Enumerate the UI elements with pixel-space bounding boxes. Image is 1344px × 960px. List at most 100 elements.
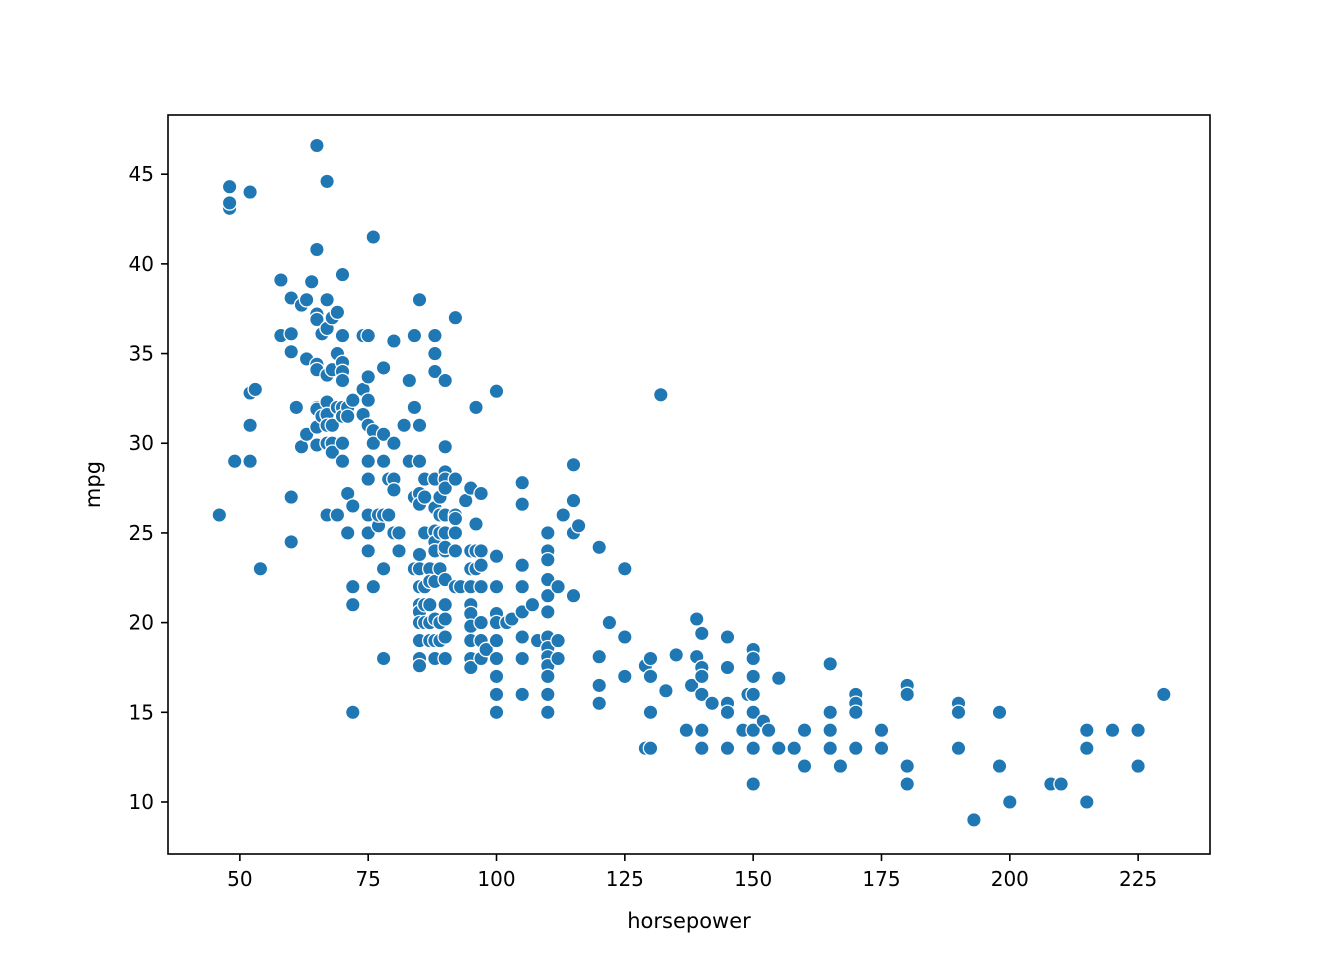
data-point xyxy=(514,474,531,491)
y-axis: 10 15 20 25 30 35 40 45 xyxy=(129,162,168,814)
data-point xyxy=(539,604,556,620)
data-point xyxy=(478,641,495,658)
data-point xyxy=(550,650,566,667)
data-point xyxy=(847,740,864,757)
data-point xyxy=(1130,758,1146,774)
data-point xyxy=(1155,686,1172,703)
data-point xyxy=(339,525,356,541)
data-point xyxy=(514,650,531,667)
data-point xyxy=(642,650,659,667)
data-point xyxy=(375,650,392,667)
data-point xyxy=(539,551,556,568)
data-point xyxy=(468,399,484,416)
data-point xyxy=(591,695,608,712)
data-point xyxy=(683,677,700,694)
data-point xyxy=(437,650,454,667)
data-point xyxy=(360,453,377,470)
data-point xyxy=(309,137,325,154)
data-point xyxy=(334,435,351,452)
data-point xyxy=(488,686,505,703)
data-point xyxy=(344,704,361,721)
y-tick-label: 45 xyxy=(129,162,154,186)
data-point xyxy=(678,722,695,739)
data-point xyxy=(832,758,849,774)
data-point xyxy=(462,659,479,676)
data-point xyxy=(473,614,489,631)
data-point xyxy=(760,722,777,739)
data-point xyxy=(950,740,967,757)
data-point xyxy=(406,399,423,416)
data-point xyxy=(447,510,464,527)
data-point xyxy=(283,489,300,505)
data-point xyxy=(873,722,890,739)
data-point xyxy=(319,173,335,190)
data-point xyxy=(411,291,428,308)
data-point xyxy=(391,525,407,541)
data-point xyxy=(745,740,762,757)
data-point xyxy=(344,498,361,514)
x-tick-label: 225 xyxy=(1119,867,1157,891)
data-point xyxy=(539,686,556,703)
data-point xyxy=(555,507,572,523)
data-point xyxy=(283,325,300,342)
data-point xyxy=(468,516,484,532)
data-point xyxy=(298,291,315,308)
data-point xyxy=(447,471,464,487)
y-tick-label: 20 xyxy=(129,611,154,635)
data-point xyxy=(539,668,556,685)
data-point xyxy=(283,534,300,550)
data-point xyxy=(565,587,582,604)
data-point xyxy=(437,372,454,389)
data-point xyxy=(539,525,556,541)
data-point xyxy=(565,456,582,473)
data-point xyxy=(745,776,762,792)
data-point xyxy=(745,668,762,685)
data-point xyxy=(796,722,813,739)
data-point xyxy=(616,560,633,577)
data-point xyxy=(401,372,418,389)
data-point xyxy=(693,722,710,739)
data-point xyxy=(693,668,710,685)
data-point xyxy=(745,722,762,739)
x-tick-label: 200 xyxy=(991,867,1029,891)
data-point xyxy=(406,327,423,344)
data-point xyxy=(221,195,238,211)
data-point xyxy=(411,417,428,434)
data-point xyxy=(226,453,243,470)
data-point xyxy=(591,648,608,665)
data-point xyxy=(652,386,669,403)
data-point xyxy=(437,611,454,627)
data-point xyxy=(550,632,566,649)
data-point xyxy=(396,417,412,434)
data-point xyxy=(242,453,258,470)
data-point xyxy=(473,543,489,559)
data-point xyxy=(1078,722,1095,739)
data-point xyxy=(1001,794,1018,810)
data-point xyxy=(247,381,264,398)
data-point xyxy=(693,740,710,757)
data-point xyxy=(745,704,762,721)
data-point xyxy=(899,776,916,792)
data-point xyxy=(411,546,428,563)
data-point xyxy=(488,548,505,565)
data-point xyxy=(421,596,438,613)
data-point xyxy=(899,686,916,703)
data-point xyxy=(334,372,351,389)
data-point xyxy=(745,650,762,667)
data-point xyxy=(273,272,289,288)
data-point xyxy=(488,650,505,667)
data-point xyxy=(447,543,464,559)
data-point xyxy=(380,507,397,523)
points-layer xyxy=(211,137,1172,828)
data-point xyxy=(360,471,377,487)
data-point xyxy=(221,178,238,195)
data-point xyxy=(283,343,300,360)
data-point xyxy=(822,740,839,757)
data-point xyxy=(822,722,839,739)
data-point xyxy=(375,453,392,470)
data-point xyxy=(693,625,710,642)
data-point xyxy=(242,417,258,434)
data-point xyxy=(411,453,428,470)
data-point xyxy=(488,578,505,595)
